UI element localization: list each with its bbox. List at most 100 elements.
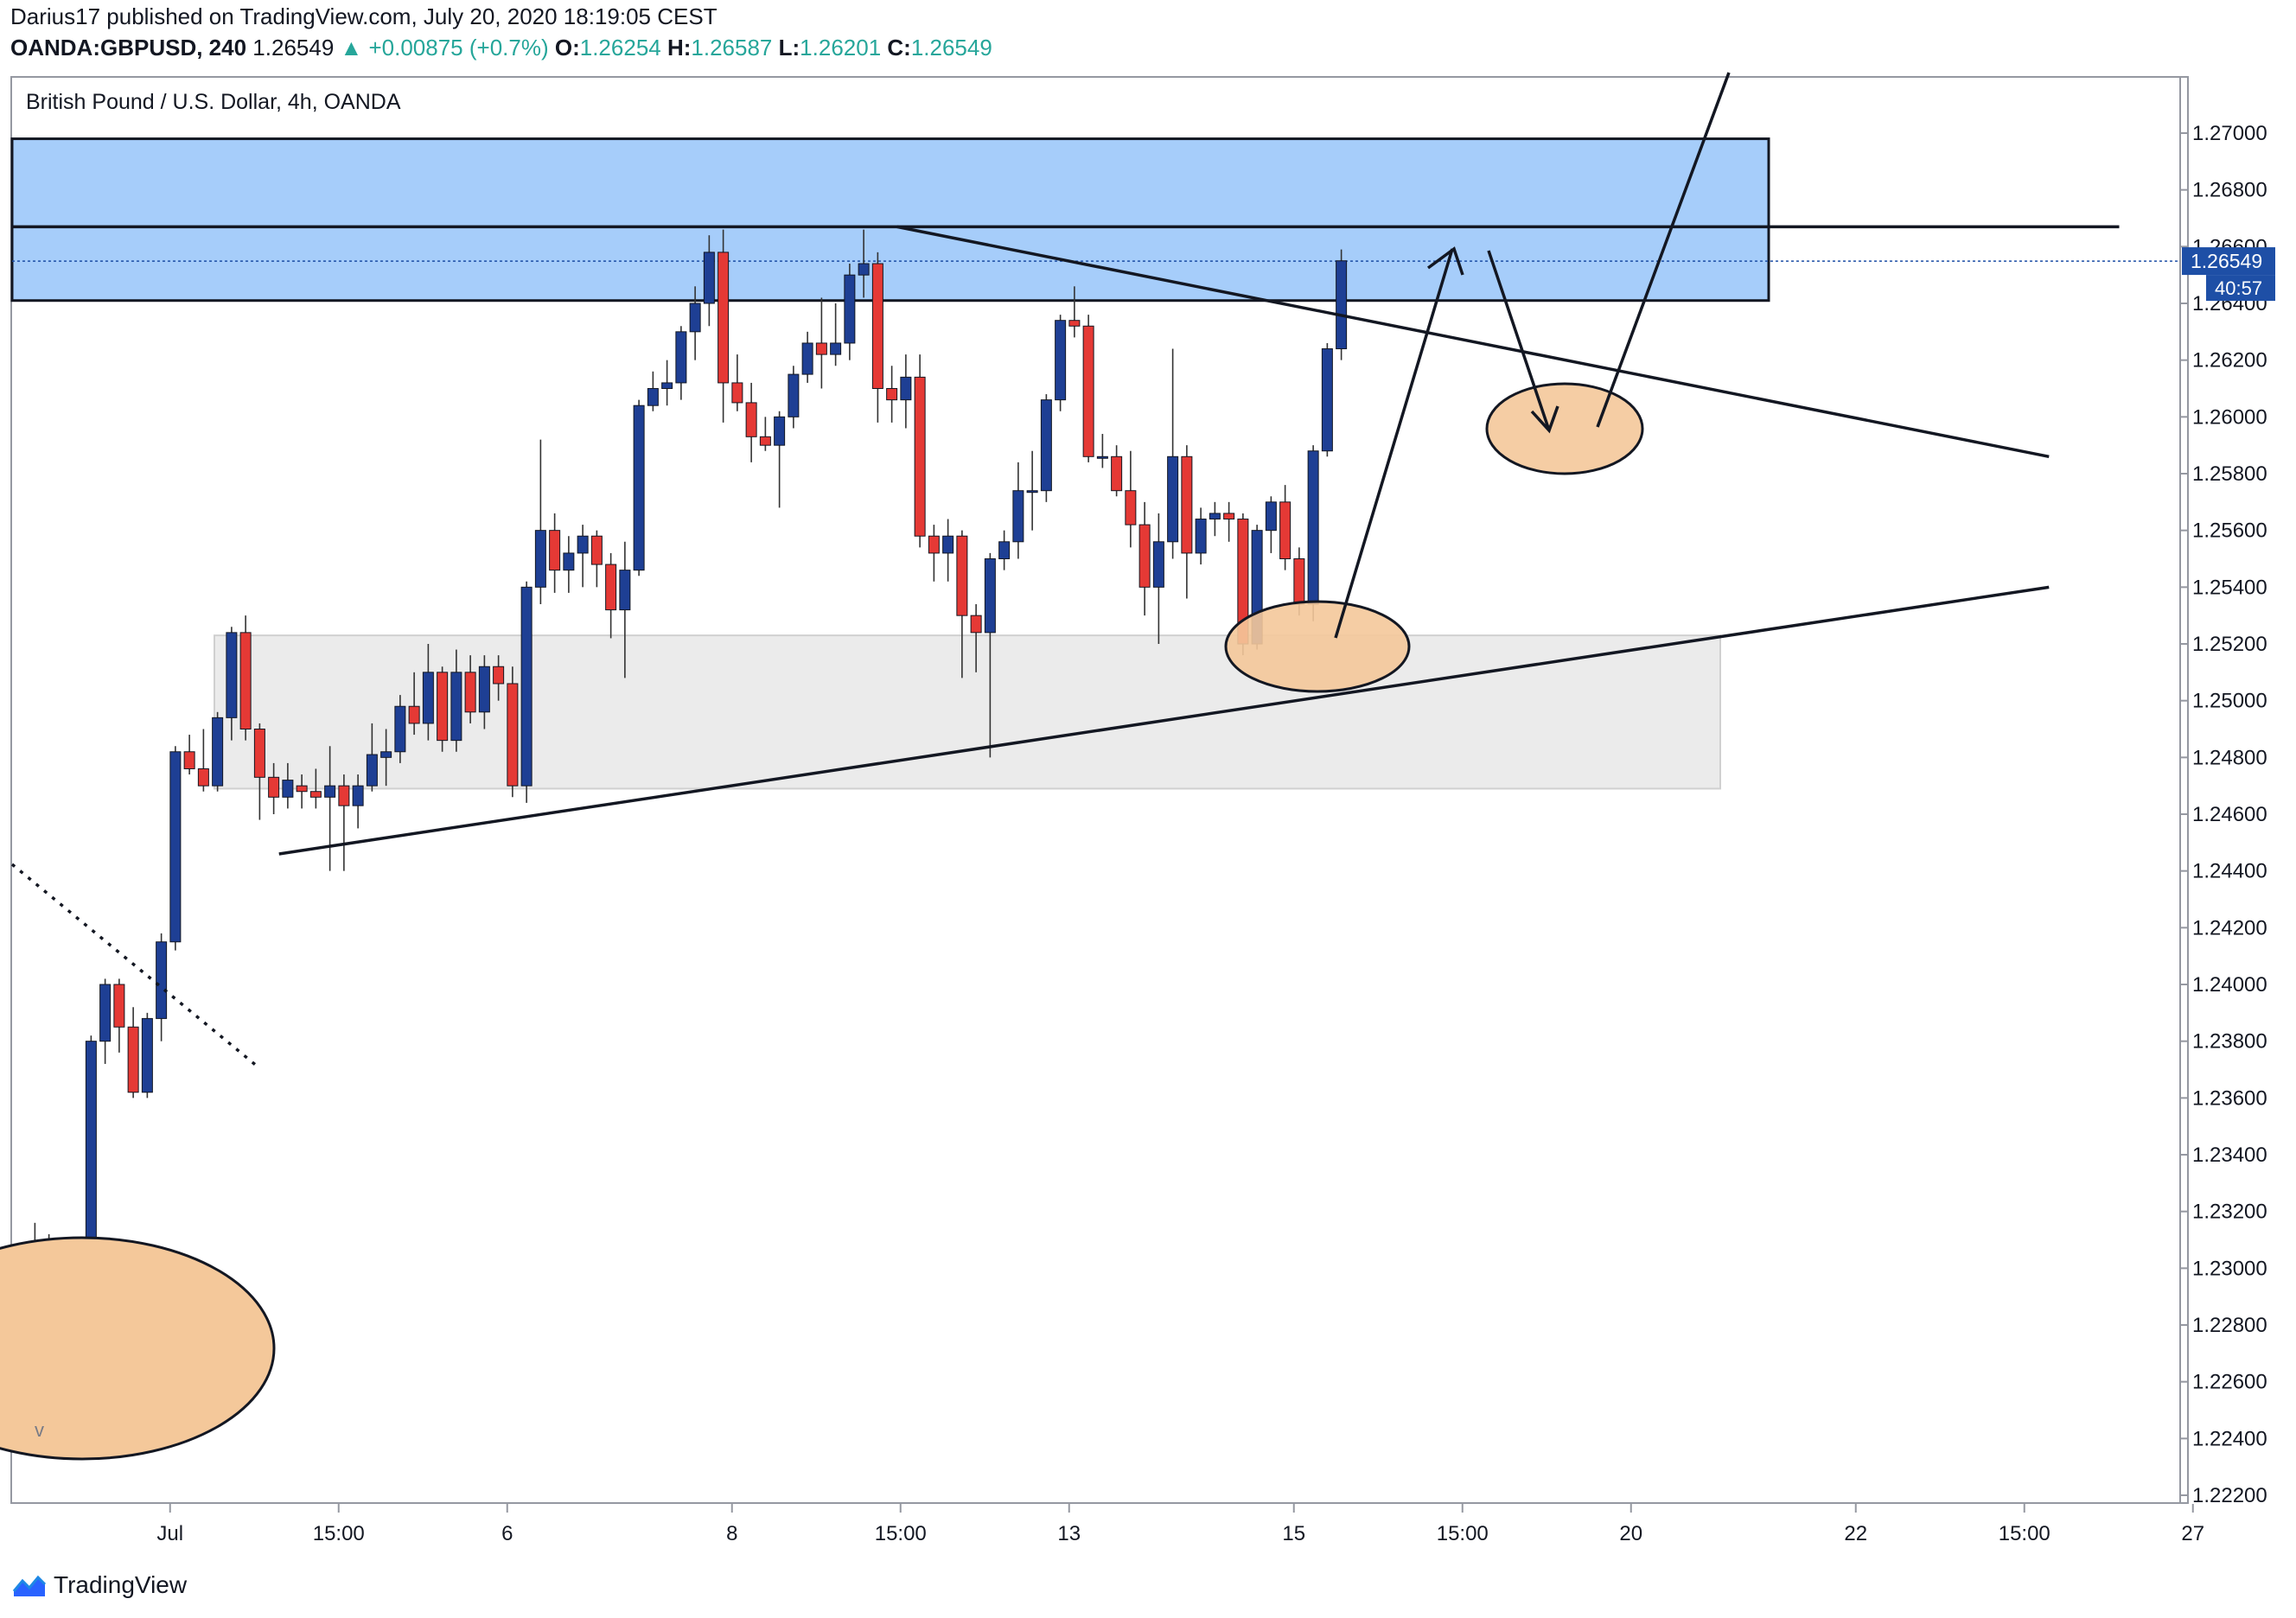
- candle[interactable]: [661, 360, 673, 406]
- candle[interactable]: [563, 536, 575, 593]
- candle[interactable]: [1125, 450, 1137, 548]
- candle[interactable]: [1082, 315, 1094, 462]
- candle[interactable]: [914, 354, 926, 548]
- candle[interactable]: [1068, 286, 1081, 338]
- candle[interactable]: [1138, 501, 1151, 616]
- candle[interactable]: [1195, 507, 1207, 565]
- projection-breakout-line[interactable]: [1596, 72, 1731, 428]
- candle[interactable]: [450, 649, 462, 752]
- candle[interactable]: [1152, 513, 1164, 644]
- candle[interactable]: [1336, 249, 1348, 360]
- candle[interactable]: [239, 615, 252, 741]
- candle[interactable]: [1040, 394, 1052, 502]
- candle[interactable]: [647, 371, 659, 411]
- candle[interactable]: [520, 581, 533, 803]
- projection-down-arrow[interactable]: [1487, 250, 1551, 431]
- candle[interactable]: [422, 644, 434, 741]
- candle[interactable]: [1237, 513, 1249, 656]
- candle[interactable]: [212, 711, 224, 792]
- candle[interactable]: [437, 666, 449, 752]
- candle[interactable]: [296, 774, 308, 809]
- candle[interactable]: [759, 417, 771, 451]
- candle[interactable]: [352, 774, 364, 829]
- candle[interactable]: [801, 331, 813, 383]
- candle[interactable]: [577, 525, 589, 588]
- footer-logo[interactable]: TradingView: [12, 1571, 187, 1599]
- candle[interactable]: [590, 530, 603, 588]
- candle[interactable]: [1265, 496, 1277, 553]
- candle[interactable]: [226, 627, 238, 741]
- candle[interactable]: [1181, 445, 1193, 599]
- candle[interactable]: [633, 399, 645, 576]
- candle[interactable]: [366, 723, 378, 792]
- chart-frame[interactable]: [10, 76, 2189, 1504]
- candle[interactable]: [1055, 315, 1067, 411]
- candle[interactable]: [394, 695, 406, 763]
- candle[interactable]: [253, 723, 265, 820]
- candle[interactable]: [745, 382, 757, 462]
- candle[interactable]: [886, 366, 898, 423]
- candle[interactable]: [998, 530, 1011, 570]
- candle[interactable]: [169, 746, 182, 951]
- candle[interactable]: [1209, 501, 1221, 537]
- candle[interactable]: [830, 303, 842, 366]
- candle[interactable]: [534, 439, 546, 605]
- projection-up-arrow[interactable]: [1334, 248, 1454, 639]
- candle[interactable]: [309, 768, 322, 809]
- candle[interactable]: [268, 762, 280, 814]
- candle[interactable]: [197, 729, 209, 792]
- candle[interactable]: [871, 252, 883, 423]
- highlight-circle-support[interactable]: [1224, 600, 1411, 693]
- descending-trendline[interactable]: [896, 225, 2050, 459]
- candle[interactable]: [703, 235, 715, 327]
- candle[interactable]: [141, 1012, 153, 1099]
- resistance-zone[interactable]: [10, 137, 1770, 303]
- candle[interactable]: [324, 746, 336, 871]
- candle[interactable]: [774, 411, 786, 508]
- candle[interactable]: [788, 366, 800, 429]
- candle[interactable]: [408, 672, 420, 736]
- candle[interactable]: [942, 519, 954, 582]
- candle[interactable]: [282, 762, 294, 809]
- candle[interactable]: [984, 552, 996, 758]
- candle[interactable]: [478, 655, 490, 729]
- candle[interactable]: [507, 666, 519, 798]
- highlight-circle-left[interactable]: [0, 1236, 276, 1461]
- candle[interactable]: [493, 655, 505, 701]
- highlight-circle-retest[interactable]: [1485, 382, 1644, 475]
- candle[interactable]: [1111, 445, 1123, 497]
- candle[interactable]: [464, 655, 476, 723]
- candle[interactable]: [380, 729, 392, 787]
- candle[interactable]: [1096, 434, 1108, 468]
- candle[interactable]: [731, 354, 743, 411]
- candle[interactable]: [183, 735, 195, 775]
- candle[interactable]: [338, 774, 350, 871]
- candle[interactable]: [844, 264, 856, 360]
- symbol-label[interactable]: OANDA:GBPUSD, 240: [10, 35, 247, 61]
- candle[interactable]: [815, 297, 827, 389]
- candle[interactable]: [900, 354, 912, 429]
- candle[interactable]: [99, 978, 112, 1064]
- candle[interactable]: [1307, 445, 1319, 621]
- candle[interactable]: [928, 525, 940, 582]
- candle[interactable]: [127, 1007, 139, 1099]
- candle[interactable]: [156, 933, 168, 1042]
- candle[interactable]: [1167, 348, 1179, 559]
- candle[interactable]: [1223, 501, 1235, 542]
- candle[interactable]: [1026, 450, 1038, 531]
- ascending-trendline[interactable]: [278, 585, 2050, 856]
- candle[interactable]: [549, 513, 561, 593]
- candle[interactable]: [956, 530, 968, 678]
- dotted-trendline[interactable]: [10, 863, 259, 1068]
- candle[interactable]: [1321, 342, 1333, 457]
- candle[interactable]: [675, 326, 687, 400]
- candle[interactable]: [858, 229, 870, 298]
- candle[interactable]: [689, 286, 701, 360]
- candle[interactable]: [970, 604, 982, 672]
- candle[interactable]: [619, 541, 631, 678]
- candle[interactable]: [718, 229, 730, 423]
- last-price-tag[interactable]: [2182, 247, 2275, 276]
- candle[interactable]: [605, 552, 617, 639]
- candle[interactable]: [1012, 462, 1024, 559]
